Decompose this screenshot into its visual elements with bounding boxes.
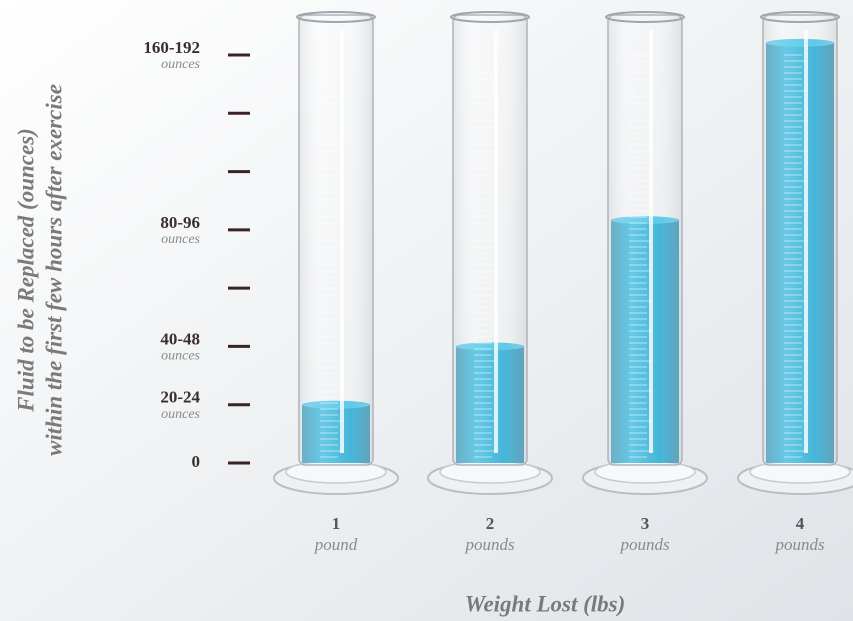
x-tick-label: 2	[486, 514, 495, 533]
x-tick-unit: pounds	[464, 535, 515, 554]
y-title-line: Fluid to be Replaced (ounces)	[13, 128, 38, 413]
glass	[762, 14, 838, 466]
x-tick-label: 1	[332, 514, 341, 533]
y-tick-sublabel: ounces	[161, 232, 200, 247]
y-tick-label: 80-96	[160, 213, 200, 232]
glass-highlight	[494, 30, 498, 453]
y-tick-label: 20-24	[160, 388, 200, 407]
x-tick-label: 3	[641, 514, 650, 533]
y-title: Fluid to be Replaced (ounces) within the…	[13, 84, 66, 456]
x-tick-unit: pound	[314, 535, 358, 554]
x-tick-unit: pounds	[619, 535, 670, 554]
glass-rim	[760, 11, 840, 23]
x-title: Weight Lost (lbs)	[465, 591, 626, 616]
y-tick-label: 40-48	[160, 329, 200, 348]
y-tick-label: 160-192	[143, 38, 200, 57]
x-tick-label: 4	[796, 514, 805, 533]
y-tick-sublabel: ounces	[161, 57, 200, 72]
glass-rim	[296, 11, 376, 23]
y-tick-sublabel: ounces	[161, 407, 200, 422]
glass-highlight	[804, 30, 808, 453]
y-tick-label: 0	[192, 452, 201, 471]
glass	[298, 14, 374, 466]
glass-highlight	[649, 30, 653, 453]
x-tick-unit: pounds	[774, 535, 825, 554]
glass-rim	[450, 11, 530, 23]
glass-rim	[605, 11, 685, 23]
glass	[452, 14, 528, 466]
glass-highlight	[340, 30, 344, 453]
y-title-line: within the first few hours after exercis…	[41, 84, 66, 456]
glass	[607, 14, 683, 466]
y-tick-sublabel: ounces	[161, 349, 200, 364]
